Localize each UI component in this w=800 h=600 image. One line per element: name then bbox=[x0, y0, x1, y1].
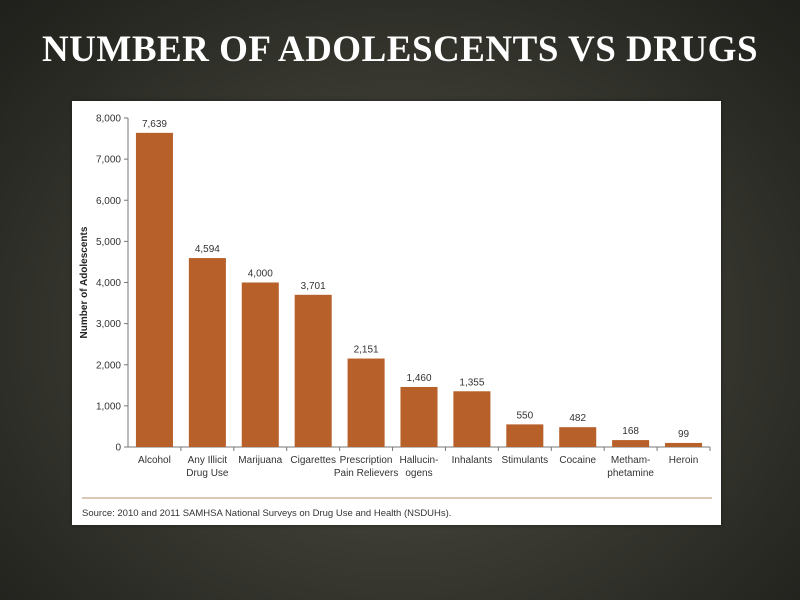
bar-value-label: 1,355 bbox=[459, 377, 484, 388]
bar-value-label: 99 bbox=[678, 429, 690, 440]
bar bbox=[612, 440, 650, 447]
bar-value-label: 168 bbox=[622, 426, 639, 437]
x-category-label: Cocaine bbox=[559, 455, 596, 466]
x-category-label: Metham-phetamine bbox=[607, 455, 654, 479]
bar-chart: Number of Adolescents Source: 2010 and 2… bbox=[79, 114, 712, 519]
x-category-label: Prescription Pain Relievers bbox=[334, 455, 398, 479]
x-category-label: Heroin bbox=[669, 455, 698, 466]
bar-value-label: 482 bbox=[569, 413, 586, 424]
bar bbox=[506, 424, 544, 447]
x-category-label: Hallucin-ogens bbox=[400, 455, 439, 479]
x-category-label: Marijuana bbox=[238, 455, 282, 466]
bar-value-label: 550 bbox=[516, 410, 533, 421]
bar bbox=[453, 391, 491, 447]
y-tick-label: 5,000 bbox=[96, 237, 121, 248]
source-note: Source: 2010 and 2011 SAMHSA National Su… bbox=[82, 508, 451, 519]
slide-title: NUMBER OF ADOLESCENTS VS DRUGS bbox=[41, 29, 759, 70]
y-tick-label: 2,000 bbox=[96, 360, 121, 371]
bar-value-label: 1,460 bbox=[406, 373, 431, 384]
bar bbox=[559, 427, 597, 447]
bar bbox=[188, 258, 226, 447]
bar bbox=[135, 132, 173, 447]
bar-value-label: 3,701 bbox=[301, 281, 326, 292]
bar bbox=[241, 282, 279, 447]
chart-panel: Number of Adolescents Source: 2010 and 2… bbox=[72, 101, 721, 525]
bar-value-label: 7,639 bbox=[142, 119, 167, 130]
x-category-label: Stimulants bbox=[501, 455, 548, 466]
y-tick-label: 7,000 bbox=[96, 155, 121, 166]
bar bbox=[294, 294, 332, 447]
bar bbox=[347, 358, 385, 447]
bar-value-label: 2,151 bbox=[354, 345, 379, 356]
y-tick-label: 3,000 bbox=[96, 319, 121, 330]
y-tick-label: 4,000 bbox=[96, 278, 121, 289]
y-tick-label: 8,000 bbox=[96, 114, 121, 125]
y-tick-label: 0 bbox=[115, 443, 121, 454]
x-category-label: Alcohol bbox=[138, 455, 171, 466]
y-tick-label: 6,000 bbox=[96, 196, 121, 207]
y-axis-title: Number of Adolescents bbox=[79, 226, 90, 338]
bar-value-label: 4,000 bbox=[248, 269, 273, 280]
x-category-label: Inhalants bbox=[452, 455, 493, 466]
x-category-label: Any Illicit Drug Use bbox=[186, 455, 229, 479]
bar bbox=[400, 386, 438, 447]
bar bbox=[665, 442, 703, 447]
x-category-label: Cigarettes bbox=[290, 455, 336, 466]
y-tick-label: 1,000 bbox=[96, 401, 121, 412]
bar-value-label: 4,594 bbox=[195, 244, 220, 255]
